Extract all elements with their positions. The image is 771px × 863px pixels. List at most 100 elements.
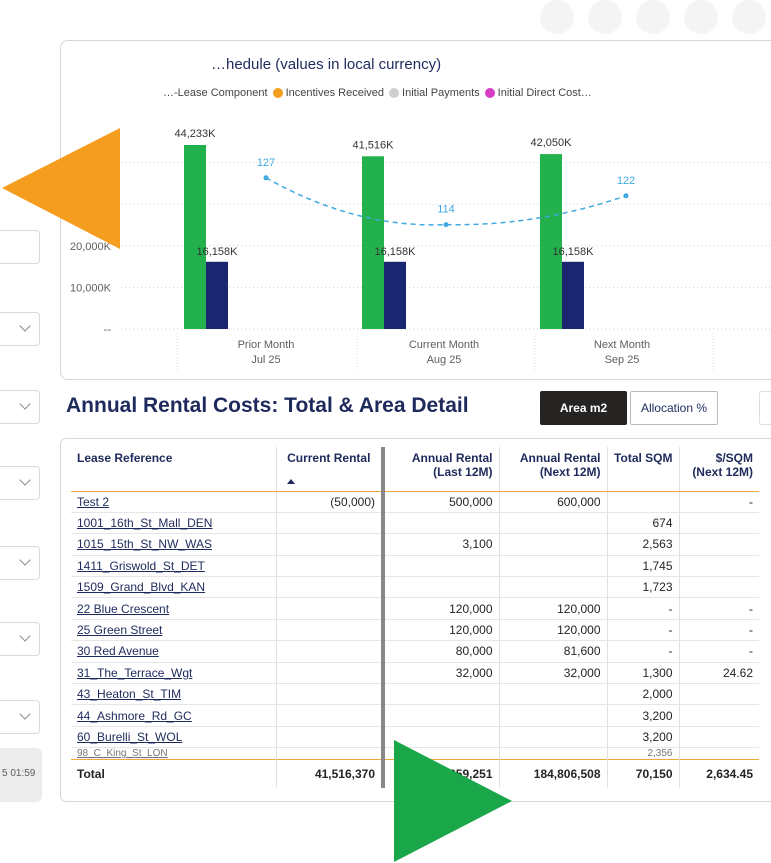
slicer-dropdown[interactable] bbox=[0, 312, 40, 346]
legend-item[interactable]: …-Lease Component bbox=[163, 87, 268, 99]
extra-toggle-button[interactable] bbox=[759, 391, 771, 425]
table-row[interactable]: 43_Heaton_St_TIM 2,000 bbox=[71, 683, 759, 706]
table-cell: 500,000 bbox=[383, 491, 500, 513]
table-cell: 2,563 bbox=[607, 533, 680, 556]
table-row[interactable]: 31_The_Terrace_Wgt 32,000 32,000 1,300 24.62 bbox=[71, 662, 759, 685]
table-cell bbox=[276, 533, 385, 556]
bar-green bbox=[540, 154, 562, 329]
lease-reference-link[interactable]: 44_Ashmore_Rd_GC bbox=[71, 704, 277, 727]
table-cell bbox=[499, 576, 608, 599]
background-dot bbox=[540, 0, 574, 34]
col-header-lease-reference[interactable]: Lease Reference bbox=[71, 447, 277, 492]
bar-data-label: 41,516K bbox=[353, 139, 395, 151]
table-cell: 1,300 bbox=[607, 662, 680, 685]
lease-reference-link[interactable]: 25 Green Street bbox=[71, 619, 277, 642]
table-row[interactable]: 30 Red Avenue 80,000 81,600- - bbox=[71, 640, 759, 663]
lease-reference-link[interactable]: 22 Blue Crescent bbox=[71, 597, 277, 620]
table-row[interactable]: 1411_Griswold_St_DET 1,745 bbox=[71, 555, 759, 578]
total-annual-rental-next: 184,806,508 bbox=[499, 759, 608, 788]
x-category-label: Current Month bbox=[409, 339, 479, 351]
col-header-current-rental[interactable]: Current Rental bbox=[276, 447, 385, 492]
orange-triangle-decoration bbox=[2, 128, 120, 249]
slicer-dropdown[interactable] bbox=[0, 622, 40, 656]
table-cell bbox=[383, 704, 500, 727]
lease-reference-link[interactable]: 30 Red Avenue bbox=[71, 640, 277, 663]
table-cell bbox=[499, 704, 608, 727]
table-cell: 120,000 bbox=[499, 597, 608, 620]
allocation-percent-button[interactable]: Allocation % bbox=[630, 391, 718, 425]
slicer-dropdown[interactable] bbox=[0, 466, 40, 500]
col-header-total-sqm[interactable]: Total SQM bbox=[607, 447, 680, 492]
legend-swatch bbox=[389, 88, 400, 98]
x-category-sublabel: Jul 25 bbox=[251, 354, 280, 366]
legend-label: Initial Payments bbox=[402, 87, 480, 99]
table-row[interactable]: Test 2 (50,000) 500,000 600,000 - bbox=[71, 491, 759, 513]
table-row[interactable]: 1015_15th_St_NW_WAS 3,100 2,563 bbox=[71, 533, 759, 556]
lease-reference-link[interactable]: 1001_16th_St_Mall_DEN bbox=[71, 512, 277, 535]
col-header-per-sqm[interactable]: $/SQM (Next 12M) bbox=[679, 447, 759, 492]
last-refresh-text: 5 01:59 bbox=[2, 768, 36, 779]
bar-data-label: 16,158K bbox=[197, 246, 239, 258]
table-row[interactable]: 60_Burelli_St_WOL 3,200 bbox=[71, 726, 759, 749]
x-category-label: Prior Month bbox=[238, 339, 295, 351]
schedule-chart-card: …hedule (values in local currency) …-Lea… bbox=[60, 40, 771, 380]
slicer-dropdown[interactable] bbox=[0, 700, 40, 734]
table-cell: 120,000 bbox=[383, 619, 500, 642]
table-cell bbox=[276, 555, 385, 578]
chevron-down-icon bbox=[19, 630, 31, 642]
slicer-dropdown[interactable] bbox=[0, 230, 40, 264]
line-point bbox=[623, 193, 629, 199]
table-row[interactable]: 1509_Grand_Blvd_KAN 1,723 bbox=[71, 576, 759, 599]
lease-reference-link[interactable]: 1015_15th_St_NW_WAS bbox=[71, 533, 277, 556]
table-row[interactable]: 1001_16th_St_Mall_DEN 674 bbox=[71, 512, 759, 535]
legend-item[interactable]: Initial Payments bbox=[389, 87, 480, 99]
lease-reference-link[interactable]: 60_Burelli_St_WOL bbox=[71, 726, 277, 749]
y-tick-label: 10,000K bbox=[70, 282, 112, 294]
lease-reference-link[interactable]: Test 2 bbox=[71, 491, 277, 513]
bar-data-label: 16,158K bbox=[375, 246, 417, 258]
table-row[interactable]: 22 Blue Crescent 120,000 120,000- - bbox=[71, 597, 759, 620]
line-data-label: 114 bbox=[437, 204, 455, 216]
slicer-dropdown[interactable] bbox=[0, 546, 40, 580]
table-row[interactable]: 44_Ashmore_Rd_GC 3,200 bbox=[71, 704, 759, 727]
y-tick-label: -- bbox=[104, 324, 112, 336]
x-category-sublabel: Aug 25 bbox=[427, 354, 462, 366]
table-cell: 1,723 bbox=[607, 576, 680, 599]
table-cell: 81,600 bbox=[499, 640, 608, 663]
table-cell bbox=[383, 512, 500, 535]
legend-item[interactable]: Incentives Received bbox=[272, 87, 384, 99]
last-refresh-box: 5 01:59 bbox=[0, 748, 42, 802]
table-cell bbox=[276, 597, 385, 620]
bar-green bbox=[184, 144, 206, 329]
table-cell bbox=[383, 555, 500, 578]
background-dot bbox=[732, 0, 766, 34]
table-cell bbox=[276, 704, 385, 727]
col-header-annual-rental-last[interactable]: Annual Rental (Last 12M) bbox=[383, 447, 500, 492]
background-dot bbox=[636, 0, 670, 34]
table-cell: - bbox=[679, 491, 759, 513]
total-per-sqm: 2,634.45 bbox=[679, 759, 759, 788]
area-m2-button[interactable]: Area m2 bbox=[540, 391, 627, 425]
bar-navy bbox=[384, 261, 406, 329]
legend-item[interactable]: Initial Direct Cost… bbox=[484, 87, 592, 99]
background-dot bbox=[684, 0, 718, 34]
lease-reference-link[interactable]: 31_The_Terrace_Wgt bbox=[71, 662, 277, 685]
lease-reference-link[interactable]: 1411_Griswold_St_DET bbox=[71, 555, 277, 578]
background-dot bbox=[588, 0, 622, 34]
sort-ascending-icon[interactable] bbox=[286, 479, 295, 484]
table-cell bbox=[499, 555, 608, 578]
lease-reference-link[interactable]: 43_Heaton_St_TIM bbox=[71, 683, 277, 706]
table-row[interactable]: 25 Green Street 120,000 120,000- - bbox=[71, 619, 759, 642]
table-cell: 2,000 bbox=[607, 683, 680, 706]
lease-reference-link[interactable]: 98_C_King_St_LON bbox=[71, 747, 277, 760]
lease-reference-link[interactable]: 1509_Grand_Blvd_KAN bbox=[71, 576, 277, 599]
table-cell bbox=[499, 726, 608, 749]
legend-label: …-Lease Component bbox=[163, 87, 268, 99]
slicer-dropdown[interactable] bbox=[0, 390, 40, 424]
table-cell: 80,000 bbox=[383, 640, 500, 663]
x-category-label: Next Month bbox=[594, 339, 650, 351]
table-cell: 3,100 bbox=[383, 533, 500, 556]
table-cell bbox=[383, 726, 500, 749]
col-header-annual-rental-next[interactable]: Annual Rental (Next 12M) bbox=[499, 447, 608, 492]
table-cell bbox=[276, 726, 385, 749]
